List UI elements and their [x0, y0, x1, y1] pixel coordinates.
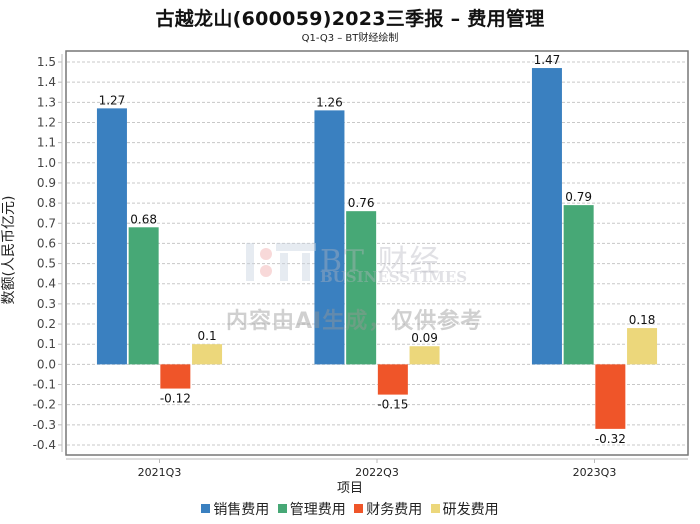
- data-label: 1.27: [99, 93, 126, 107]
- x-tick-label: 2023Q3: [573, 466, 617, 479]
- legend-item-admin[interactable]: 管理费用: [277, 499, 346, 519]
- legend-item-finance[interactable]: 财务费用: [354, 499, 422, 519]
- bar-2023Q3-1[interactable]: [563, 205, 594, 365]
- legend-label-sales: 销售费用: [213, 502, 270, 518]
- legend-swatch-rnd: [430, 504, 440, 513]
- y-tick-label: 0.8: [37, 196, 56, 210]
- legend-label-rnd: 研发费用: [442, 502, 499, 518]
- data-label: 0.1: [198, 329, 217, 343]
- y-tick-label: 0.5: [37, 257, 56, 271]
- data-label: -0.32: [595, 432, 626, 446]
- bar-2022Q3-3[interactable]: [409, 346, 440, 365]
- chart-title: 古越龙山(600059)2023三季报 – 费用管理: [155, 8, 545, 30]
- data-label: 1.47: [534, 53, 561, 67]
- data-label: -0.12: [160, 392, 191, 406]
- bar-2023Q3-0[interactable]: [531, 68, 562, 365]
- y-tick-label: 0.3: [37, 297, 56, 311]
- y-tick-label: 0.0: [37, 357, 56, 371]
- y-tick-label: 0.2: [37, 317, 56, 331]
- bar-2022Q3-2[interactable]: [377, 364, 408, 395]
- bar-2022Q3-0[interactable]: [314, 110, 345, 365]
- y-tick-label: 0.7: [37, 216, 56, 230]
- data-label: 0.79: [565, 190, 592, 204]
- bar-2021Q3-0[interactable]: [96, 108, 127, 365]
- legend-swatch-admin: [277, 504, 287, 513]
- axes: 1.5 1.4 1.3 1.2 1.1 1.0 0.9 0.8 0.7 0.6 0.5 0.4 0.3 0…: [33, 50, 689, 479]
- bt-logo-icon: [246, 243, 316, 281]
- y-tick-label: 1.2: [37, 115, 56, 129]
- bar-2023Q3-2[interactable]: [595, 364, 626, 429]
- y-tick-label: -0.1: [33, 378, 56, 392]
- y-tick-label: 1.4: [37, 75, 56, 89]
- x-axis-title: 项目: [336, 481, 363, 496]
- data-label: -0.15: [377, 398, 408, 412]
- legend-item-rnd[interactable]: 研发费用: [430, 499, 499, 519]
- bar-2023Q3-3[interactable]: [627, 328, 658, 365]
- bar-2021Q3-2[interactable]: [160, 364, 191, 389]
- watermark-brand-en: BUSINESSTIMES: [320, 268, 468, 286]
- y-tick-label: 1.5: [37, 55, 56, 69]
- chart-subtitle: Q1-Q3 – BT财经绘制: [301, 33, 399, 44]
- data-label: 1.26: [316, 95, 343, 109]
- bars: [96, 68, 658, 429]
- y-tick-label: 1.0: [37, 156, 56, 170]
- watermark-brand: BT 财经: [320, 244, 442, 279]
- bar-2021Q3-3[interactable]: [192, 344, 223, 365]
- legend-label-admin: 管理费用: [289, 502, 346, 518]
- plot-frame: [65, 50, 689, 456]
- x-tick-label: 2022Q3: [355, 466, 399, 479]
- legend-swatch-sales: [201, 504, 211, 513]
- legend: 销售费用 管理费用 财务费用 研发费用: [0, 499, 700, 519]
- x-tick-label: 2021Q3: [138, 466, 182, 479]
- legend-swatch-finance: [354, 504, 364, 513]
- data-label: 0.18: [629, 313, 656, 327]
- data-label: 0.76: [348, 196, 375, 210]
- y-tick-label: -0.3: [33, 418, 56, 432]
- y-tick-label: 0.6: [37, 236, 56, 250]
- bar-2021Q3-1[interactable]: [128, 227, 159, 365]
- y-tick-label: -0.2: [33, 398, 56, 412]
- bar-2022Q3-1[interactable]: [346, 211, 377, 365]
- y-tick-label: 1.3: [37, 95, 56, 109]
- data-labels: 1.27 0.68 -0.12 0.1 1.26 0.76 -0.15 0.09 1.47 0.7…: [99, 53, 656, 446]
- data-label: 0.68: [130, 212, 157, 226]
- data-label: 0.09: [411, 331, 438, 345]
- y-axis-title: 数额(人民币亿元): [1, 195, 17, 305]
- y-tick-label: -0.4: [33, 438, 56, 452]
- y-tick-label: 0.9: [37, 176, 56, 190]
- legend-item-sales[interactable]: 销售费用: [201, 499, 269, 519]
- legend-label-finance: 财务费用: [366, 502, 423, 518]
- y-tick-label: 1.1: [37, 136, 56, 150]
- watermark-notice: 内容由AI生成，仅供参考: [226, 309, 484, 334]
- y-tick-label: 0.4: [37, 277, 56, 291]
- y-tick-label: 0.1: [37, 337, 56, 351]
